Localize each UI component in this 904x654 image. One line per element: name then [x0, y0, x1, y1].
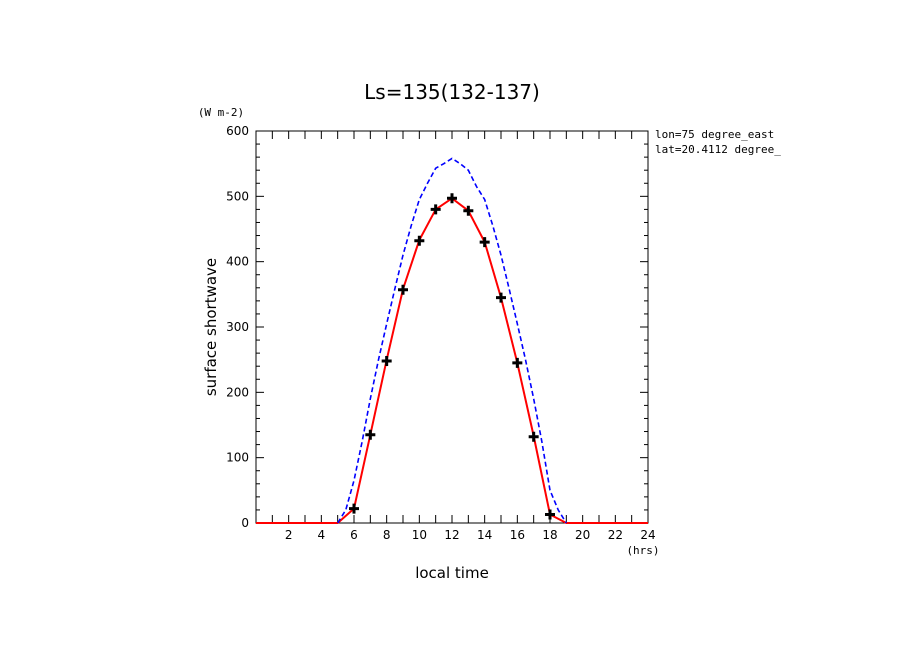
y-unit-label: (W m-2): [198, 106, 244, 119]
y-tick-label: 500: [226, 189, 249, 203]
y-tick-label: 400: [226, 255, 249, 269]
x-tick-label: 8: [383, 528, 391, 542]
data-point-cross: [479, 237, 490, 248]
data-point-cross: [512, 357, 523, 368]
y-tick-label: 300: [226, 320, 249, 334]
x-tick-label: 16: [510, 528, 525, 542]
data-point-cross: [430, 204, 441, 215]
series-line-solid: [256, 197, 648, 524]
data-point-cross: [365, 429, 376, 440]
series-line-dashed: [337, 157, 567, 524]
x-tick-label: 24: [640, 528, 655, 542]
data-point-cross: [349, 503, 359, 514]
x-tick-label: 12: [444, 528, 459, 542]
data-point-cross: [414, 235, 425, 246]
y-tick-label: 100: [226, 451, 249, 465]
chart-title: Ls=135(132-137): [364, 80, 540, 104]
x-tick-label: 20: [575, 528, 590, 542]
x-tick-label: 18: [542, 528, 557, 542]
data-point-cross: [496, 292, 506, 303]
y-tick-label: 200: [226, 385, 249, 399]
y-axis-label: surface shortwave: [202, 258, 220, 396]
x-tick-label: 22: [608, 528, 623, 542]
x-tick-label: 4: [318, 528, 326, 542]
x-axis-label: local time: [415, 564, 489, 582]
data-point-cross: [463, 205, 474, 216]
plot-frame: [255, 130, 649, 524]
annotation-lon: lon=75 degree_east: [655, 128, 774, 141]
x-unit-label: (hrs): [626, 544, 659, 557]
annotation-lat: lat=20.4112 degree_: [655, 143, 781, 156]
data-point-cross: [447, 193, 457, 204]
x-tick-label: 6: [350, 528, 358, 542]
data-point-cross: [381, 355, 392, 366]
data-point-cross: [528, 431, 539, 442]
y-tick-label: 0: [241, 516, 249, 530]
data-point-cross: [545, 509, 555, 520]
x-tick-label: 10: [412, 528, 427, 542]
x-tick-label: 14: [477, 528, 492, 542]
data-point-cross: [398, 284, 408, 295]
x-tick-label: 2: [285, 528, 293, 542]
y-tick-label: 600: [226, 124, 249, 138]
